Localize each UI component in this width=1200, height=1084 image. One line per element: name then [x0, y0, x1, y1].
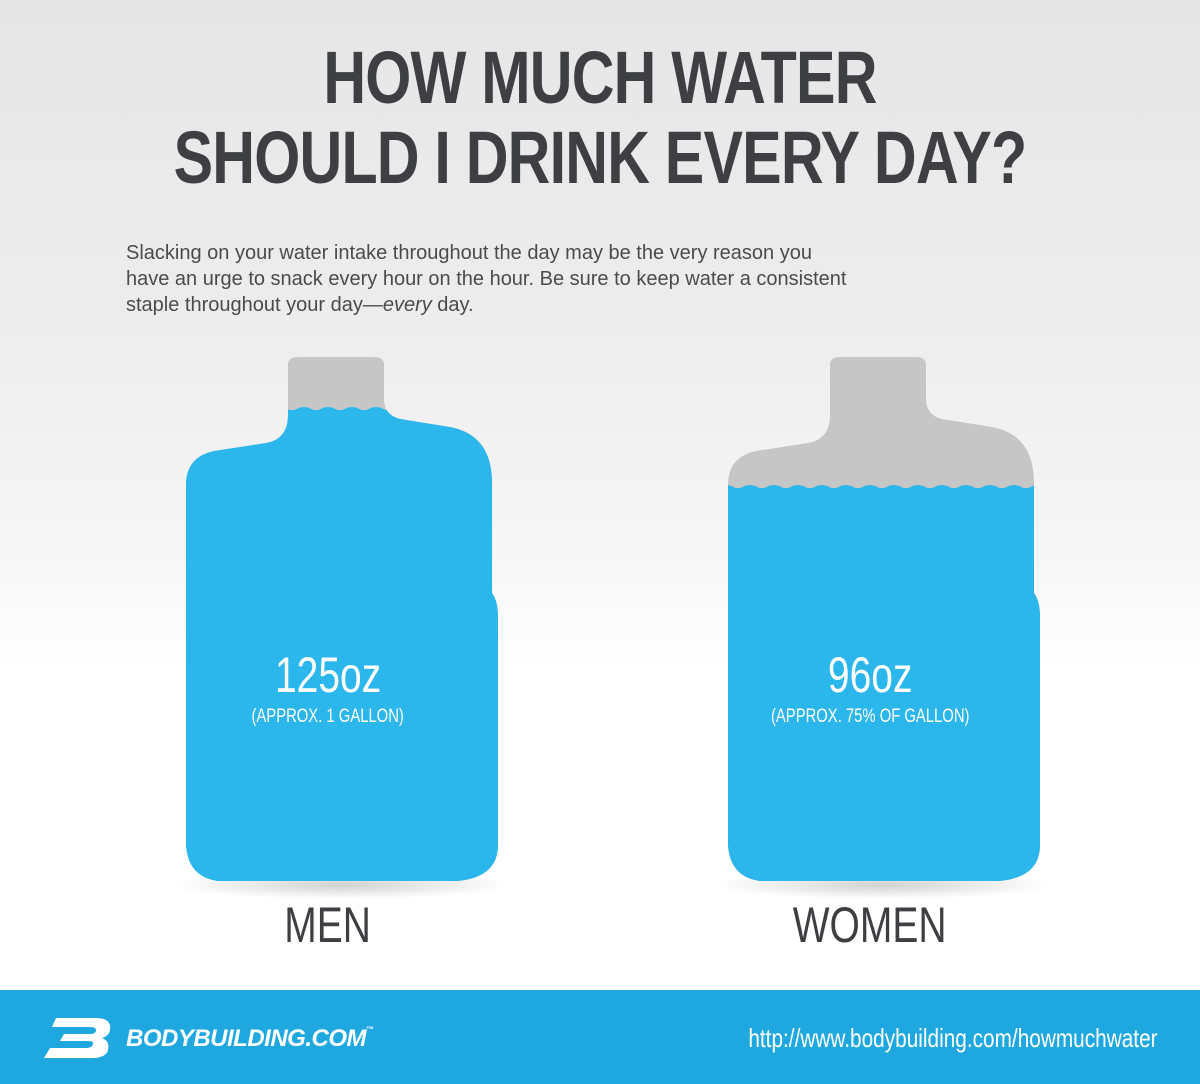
- milk-jug-icon: [713, 357, 1050, 899]
- intro-line-2: have an urge to snack every hour on the …: [126, 268, 847, 290]
- bodybuilding-logo[interactable]: BODYBUILDING.COM™: [38, 1012, 374, 1062]
- men-amount: 125oz: [274, 647, 382, 703]
- footer-bar: BODYBUILDING.COM™ http://www.bodybuildin…: [0, 990, 1200, 1084]
- footer-url-link[interactable]: http://www.bodybuilding.com/howmuchwater: [748, 1023, 1158, 1053]
- men-jug-panel: 125oz (APPROX. 1 GALLON) MEN: [148, 355, 508, 953]
- brand-name: BODYBUILDING.COM™: [126, 1025, 374, 1052]
- women-amount: 96oz: [827, 647, 913, 703]
- men-label: MEN: [284, 897, 372, 953]
- intro-line-3-start: staple throughout your day—: [126, 294, 383, 316]
- title-line-2: SHOULD I DRINK EVERY DAY?: [173, 116, 1028, 199]
- milk-jug-icon: [171, 357, 508, 899]
- jug-water-fill: [728, 488, 1040, 881]
- women-label: WOMEN: [793, 897, 947, 953]
- bodybuilding-b-logo-icon: [44, 1018, 111, 1058]
- men-approx: (APPROX. 1 GALLON): [251, 706, 405, 727]
- women-approx: (APPROX. 75% OF GALLON): [770, 706, 970, 727]
- women-jug-panel: 96oz (APPROX. 75% OF GALLON) WOMEN: [690, 355, 1050, 953]
- jug-water-fill: [186, 410, 498, 881]
- intro-paragraph: Slacking on your water intake throughout…: [126, 240, 1086, 318]
- intro-line-3-end: day.: [431, 294, 474, 316]
- jug-water-wave: [186, 407, 498, 420]
- intro-line-1: Slacking on your water intake throughout…: [126, 242, 812, 264]
- intro-emphasis: every: [382, 294, 432, 316]
- jug-water-wave: [728, 485, 1040, 498]
- page-title: HOW MUCH WATER SHOULD I DRINK EVERY DAY?: [0, 38, 1200, 198]
- title-line-1: HOW MUCH WATER: [323, 36, 877, 119]
